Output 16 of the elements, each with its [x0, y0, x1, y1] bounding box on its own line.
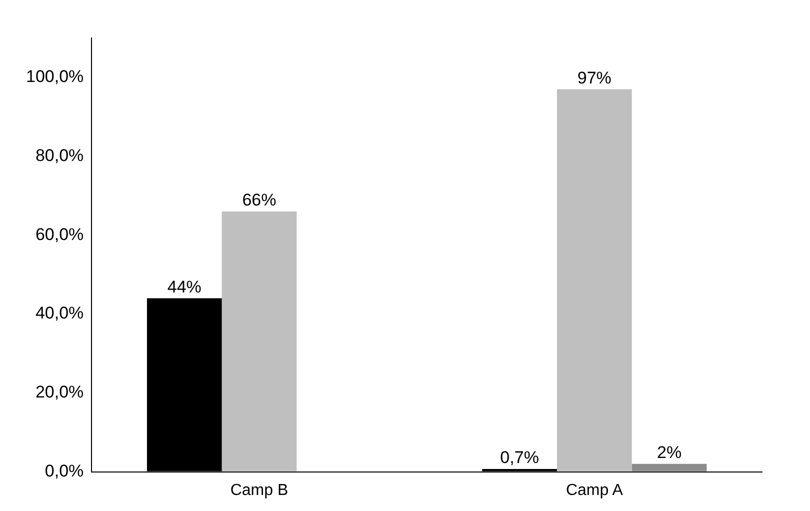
bar: [556, 89, 632, 472]
y-tick-label: 60,0%: [35, 224, 84, 244]
data-label: 66%: [242, 190, 276, 210]
y-tick-label: 80,0%: [35, 146, 84, 165]
bar: [632, 464, 707, 472]
y-tick-label: 0,0%: [44, 461, 84, 480]
data-label: 0,7%: [500, 448, 539, 468]
x-tick-label: Camp A: [566, 482, 624, 499]
data-label: 2%: [656, 443, 682, 462]
data-label: 97%: [577, 68, 612, 88]
x-tick-label: Camp B: [230, 482, 288, 499]
y-tick-label: 20,0%: [35, 382, 84, 402]
y-tick-label: 100,0%: [26, 67, 84, 86]
data-label: 44%: [167, 277, 202, 296]
y-tick-label: 40,0%: [35, 304, 84, 323]
bar: [222, 212, 297, 472]
